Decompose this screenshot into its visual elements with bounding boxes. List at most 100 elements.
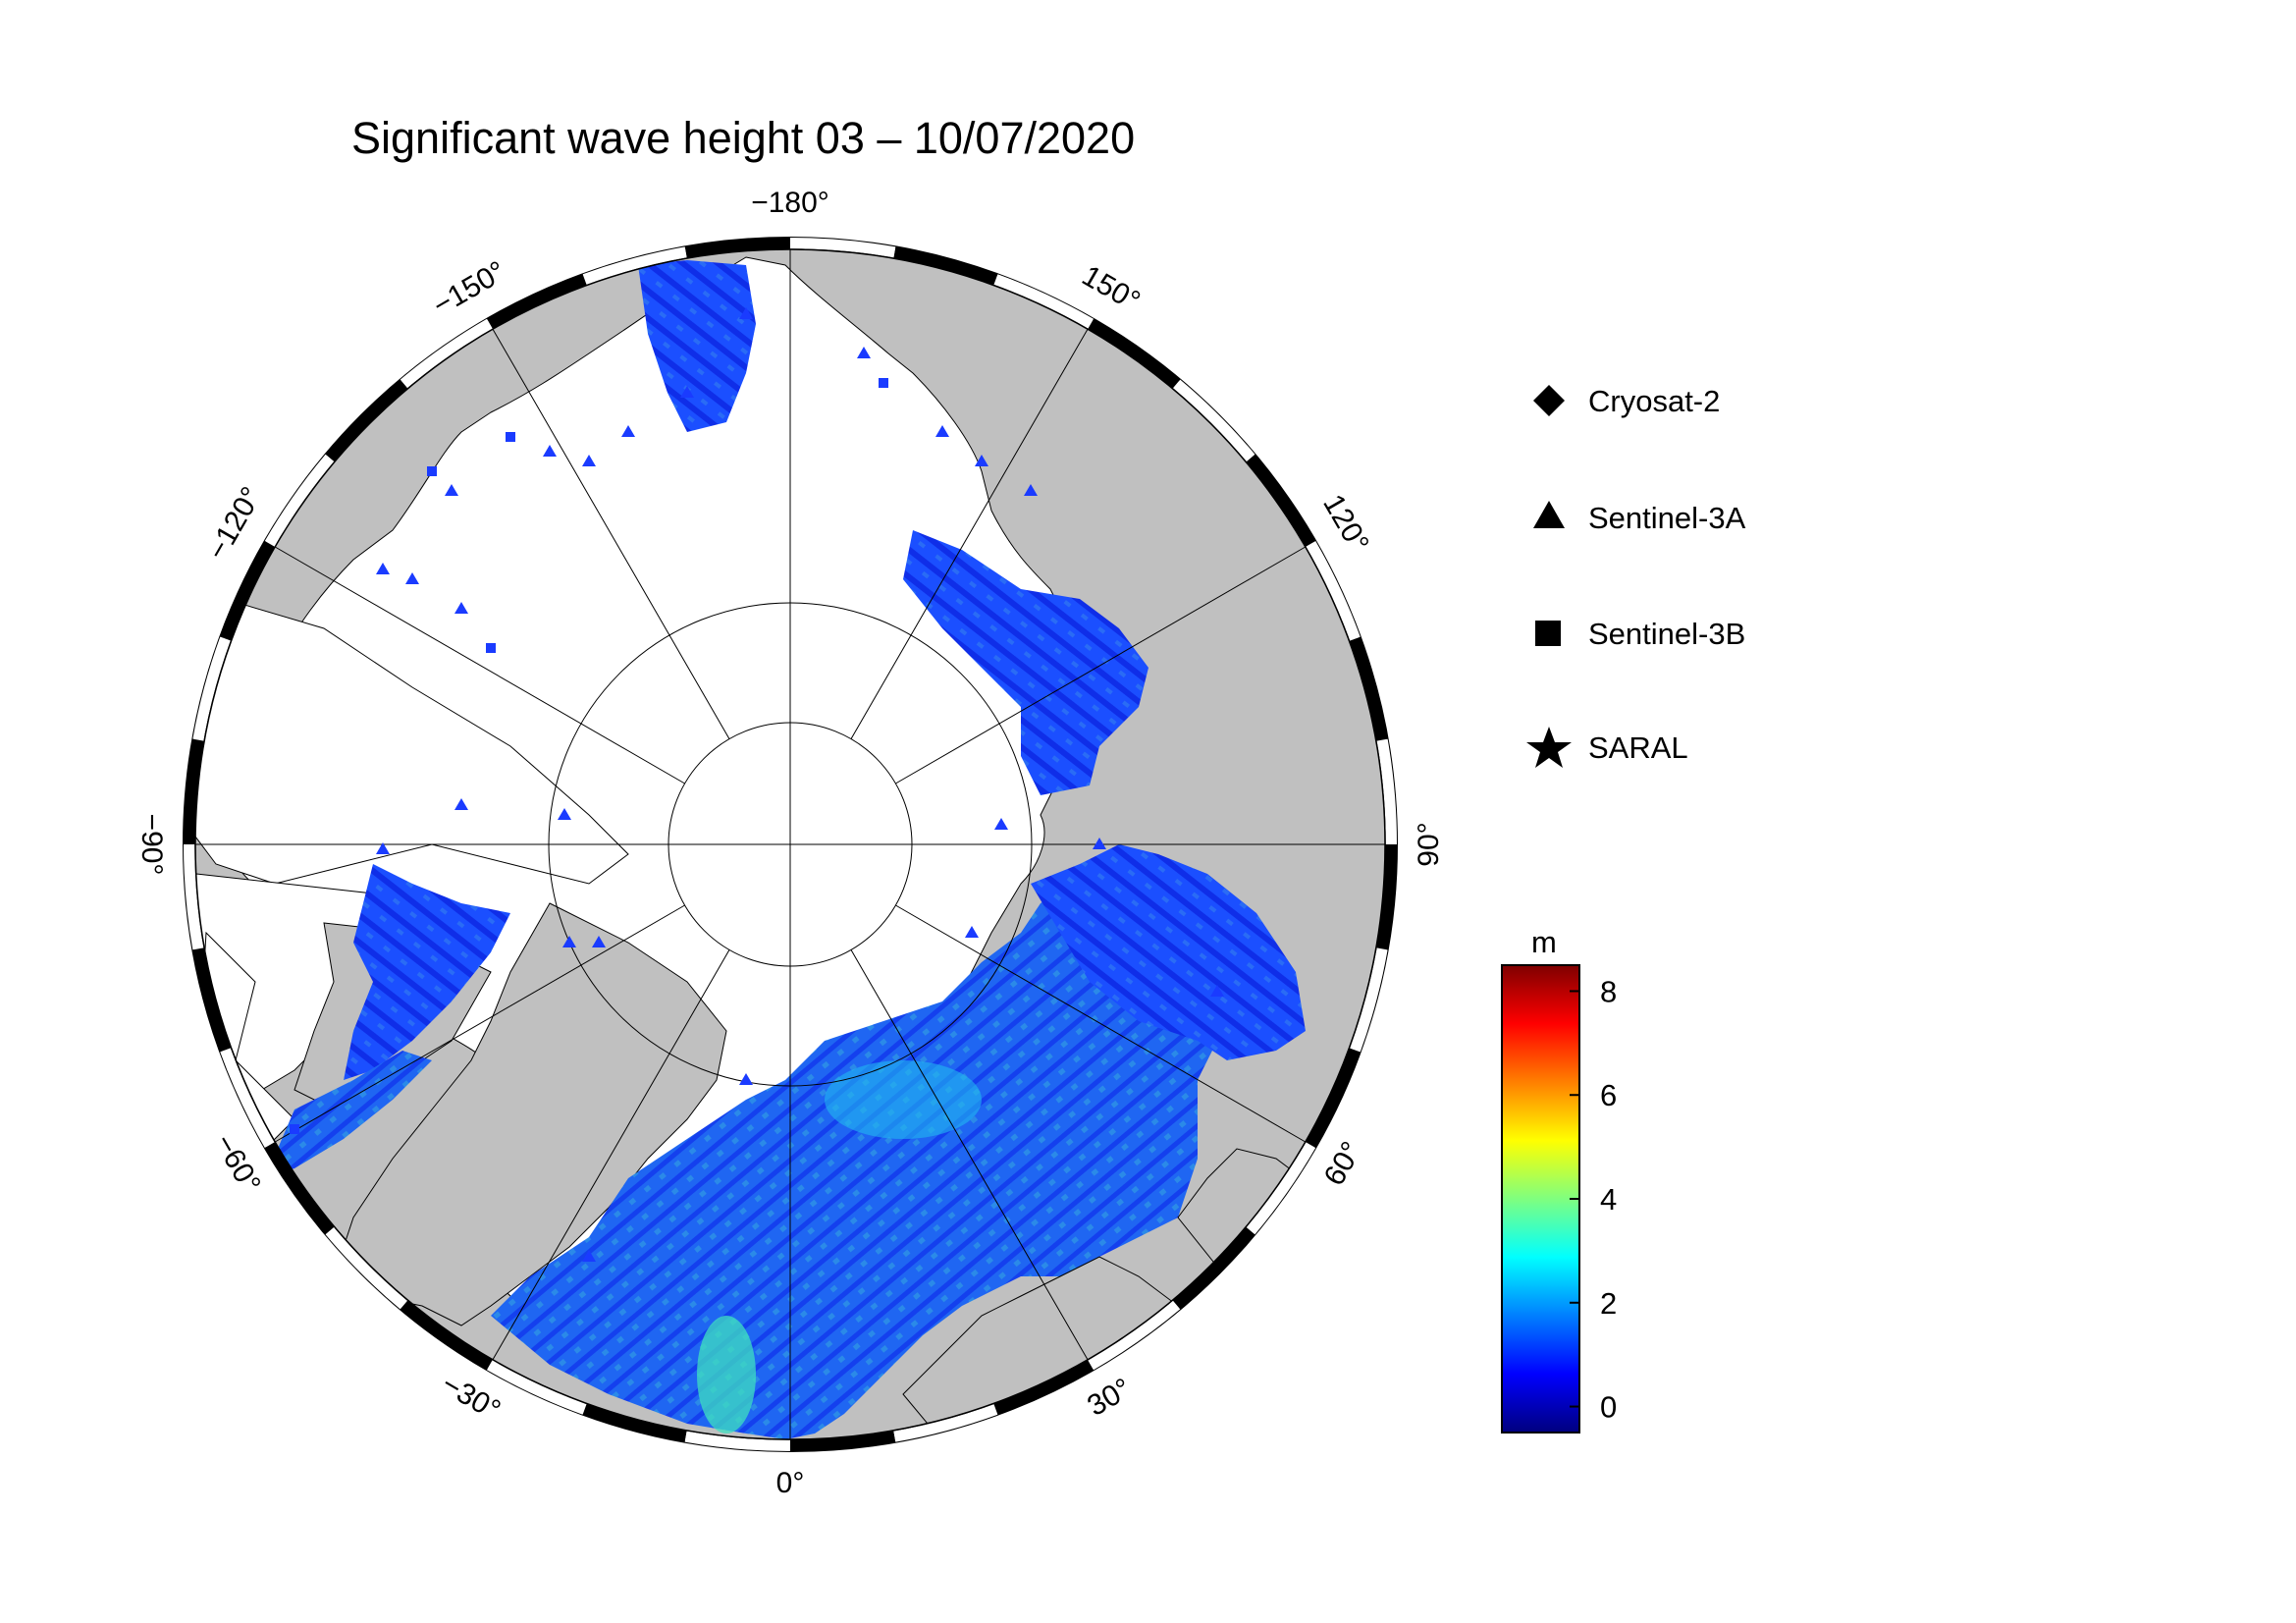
diamond-icon: [1533, 385, 1565, 416]
triangle-marker: [621, 425, 635, 437]
triangle-marker: [680, 386, 694, 398]
triangle-marker: [445, 484, 458, 496]
swath-laptev: [903, 530, 1148, 795]
triangle-marker: [739, 1073, 753, 1085]
longitude-label: 90°: [1413, 822, 1445, 866]
longitude-label: 60°: [1318, 1136, 1368, 1191]
triangle-marker: [405, 572, 419, 584]
frame-segment: [325, 379, 408, 462]
greenland-land: [333, 902, 727, 1326]
frame-segment: [993, 274, 1094, 330]
frame-segment: [684, 238, 791, 259]
frame-segment: [264, 1141, 335, 1235]
swath-labrador: [265, 1051, 432, 1178]
colorbar-unit: m: [1531, 925, 1557, 959]
longitude-label: −60°: [208, 1129, 267, 1199]
frame-segment: [1305, 541, 1361, 641]
frame-segment: [487, 1359, 587, 1415]
frame-segment: [1172, 1226, 1255, 1310]
frame-segment: [684, 1430, 791, 1451]
longitude-label: −180°: [751, 187, 829, 219]
triangle-marker: [739, 307, 753, 319]
frame-segment: [893, 246, 998, 286]
frame-segment: [1087, 1300, 1181, 1371]
triangle-marker: [994, 818, 1008, 830]
map-frame-ticks: [184, 238, 1397, 1451]
legend-label-saral: SARAL: [1588, 730, 1688, 765]
polar-map: −180°150°120°90°60°30°0°−30°−60°−90°−120…: [135, 187, 1445, 1499]
colorbar-tick-label: 4: [1600, 1182, 1617, 1217]
colorbar-tick-label: 6: [1600, 1078, 1617, 1112]
frame-segment: [487, 274, 587, 330]
swath-baffin-bay: [344, 864, 510, 1080]
frame-segment: [192, 947, 232, 1053]
meridian-line: [895, 904, 1307, 1143]
frame-segment: [184, 843, 205, 950]
triangle-marker: [454, 798, 468, 810]
legend-item-saral: SARAL: [1526, 727, 1688, 768]
legend-item-sentinel-3b: Sentinel-3B: [1535, 617, 1745, 651]
frame-segment: [400, 318, 494, 389]
legend-item-sentinel-3a: Sentinel-3A: [1533, 501, 1746, 535]
triangle-marker: [376, 842, 390, 854]
frame-segment: [325, 1226, 408, 1310]
triangle-marker: [376, 563, 390, 574]
square-marker: [290, 1124, 299, 1134]
legend-label-cryosat: Cryosat-2: [1588, 384, 1720, 418]
frame-segment: [1375, 843, 1397, 950]
frame-segment: [789, 238, 896, 259]
triangle-marker: [558, 808, 571, 820]
colorbar-tick-label: 8: [1600, 974, 1617, 1008]
longitude-label: 150°: [1077, 259, 1146, 318]
meridian-line: [895, 546, 1307, 784]
meridian-line: [492, 328, 730, 739]
meridian-line: [274, 546, 685, 784]
graticule: [195, 249, 1385, 1439]
star-icon: [1526, 727, 1572, 768]
swath-beaufort: [638, 260, 756, 432]
frame-segment: [1349, 636, 1388, 741]
triangle-marker: [543, 445, 557, 457]
colorbar-tick-label: 2: [1600, 1286, 1617, 1321]
longitude-label: −30°: [436, 1368, 506, 1427]
colorbar-ticks: 0 2 4 6 8: [1570, 974, 1617, 1425]
longitude-label: −90°: [135, 814, 168, 876]
frame-segment: [1375, 738, 1397, 845]
frame-segment: [264, 454, 335, 548]
triangle-marker: [582, 1250, 596, 1262]
triangle-marker: [454, 602, 468, 614]
meridian-line: [850, 328, 1089, 739]
frame-segment: [1305, 1048, 1361, 1148]
legend-label-sentinel-3b: Sentinel-3B: [1588, 617, 1745, 651]
map-title: Significant wave height 03 – 10/07/2020: [351, 113, 1135, 163]
frame-segment: [1246, 454, 1316, 548]
meridian-line: [850, 949, 1089, 1361]
triangle-marker: [935, 425, 949, 437]
frame-segment: [184, 738, 205, 845]
square-marker: [879, 378, 888, 388]
frame-segment: [220, 1048, 276, 1148]
frame-segment: [1087, 318, 1181, 389]
square-icon: [1535, 621, 1561, 646]
satellite-legend: Cryosat-2 Sentinel-3A Sentinel-3B SARAL: [1526, 384, 1746, 768]
square-marker: [506, 432, 515, 442]
triangle-marker: [975, 455, 988, 466]
square-marker: [427, 466, 437, 476]
legend-item-cryosat: Cryosat-2: [1533, 384, 1720, 418]
frame-segment: [993, 1359, 1094, 1415]
frame-segment: [1172, 379, 1255, 462]
frame-segment: [893, 1403, 998, 1442]
swath-barents-kara: [1031, 844, 1306, 1060]
observation-markers: [290, 307, 1224, 1262]
frame-segment: [1246, 1141, 1316, 1235]
map-frame-inner: [194, 248, 1386, 1440]
colorbar-gradient: [1501, 964, 1580, 1434]
swath-north-atlantic: [491, 864, 1237, 1439]
archipelago-channels: [195, 588, 629, 885]
frame-segment: [400, 1300, 494, 1371]
swath-greenland-sea: [825, 1060, 982, 1139]
triangle-marker: [965, 926, 979, 938]
triangle-icon: [1533, 501, 1565, 528]
frame-segment: [582, 1403, 687, 1442]
